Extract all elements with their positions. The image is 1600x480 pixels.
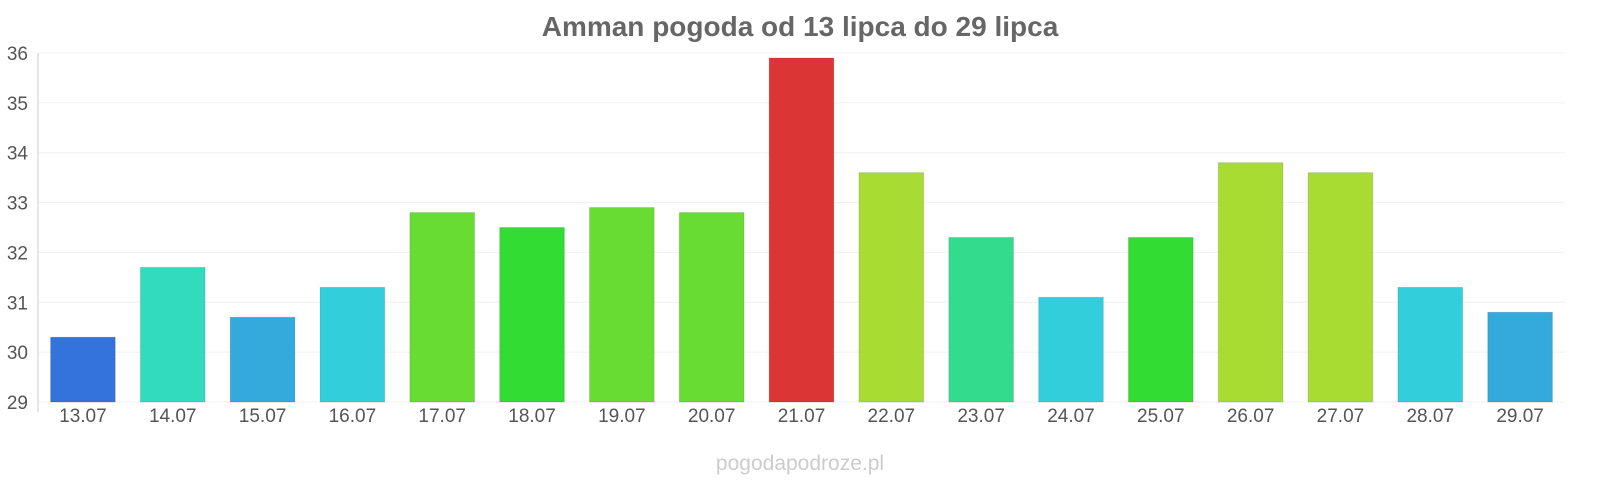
y-tick-label: 31 <box>7 293 28 314</box>
bar <box>409 212 476 403</box>
bar <box>678 212 745 403</box>
bar <box>1038 296 1104 403</box>
bar <box>499 227 565 403</box>
y-tick-label: 35 <box>7 94 28 115</box>
x-tick-label: 28.07 <box>1406 406 1454 427</box>
bars <box>50 57 1553 403</box>
chart-title: Amman pogoda od 13 lipca do 29 lipca <box>542 11 1059 42</box>
watermark: pogodapodroze.pl <box>716 452 884 475</box>
x-axis-ticks: 13.07 14.07 15.07 16.07 17.07 18.07 19.07 20.07… <box>59 406 1544 427</box>
x-tick-label: 19.07 <box>598 406 646 427</box>
x-tick-label: 24.07 <box>1047 406 1095 427</box>
x-tick-label: 26.07 <box>1227 406 1275 427</box>
x-tick-label: 14.07 <box>149 406 197 427</box>
x-tick-label: 16.07 <box>329 406 377 427</box>
x-tick-label: 18.07 <box>508 406 556 427</box>
y-tick-label: 30 <box>7 343 28 364</box>
x-tick-label: 25.07 <box>1137 406 1185 427</box>
y-tick-label: 34 <box>7 144 29 165</box>
x-tick-label: 23.07 <box>957 406 1005 427</box>
bar <box>229 316 296 403</box>
x-tick-label: 20.07 <box>688 406 736 427</box>
x-tick-label: 13.07 <box>59 406 107 427</box>
bar <box>1217 162 1284 403</box>
x-tick-label: 22.07 <box>868 406 916 427</box>
bar <box>50 336 116 403</box>
x-tick-label: 29.07 <box>1496 406 1544 427</box>
x-tick-label: 15.07 <box>239 406 287 427</box>
bar <box>139 266 206 403</box>
bar <box>948 236 1014 403</box>
y-tick-label: 32 <box>7 243 28 264</box>
y-axis-ticks: 29 30 31 32 33 34 35 36 <box>7 44 29 414</box>
bar <box>1487 311 1553 403</box>
x-tick-label: 17.07 <box>418 406 466 427</box>
x-tick-label: 21.07 <box>778 406 826 427</box>
bar <box>768 57 835 403</box>
y-tick-label: 33 <box>7 194 28 215</box>
bar <box>1397 286 1464 403</box>
bar <box>1127 236 1194 403</box>
bar <box>589 207 655 403</box>
x-tick-label: 27.07 <box>1317 406 1365 427</box>
bar <box>858 172 925 403</box>
bar <box>1307 172 1374 403</box>
y-tick-label: 36 <box>7 44 28 65</box>
y-tick-label: 29 <box>7 393 28 414</box>
bar <box>319 286 386 403</box>
